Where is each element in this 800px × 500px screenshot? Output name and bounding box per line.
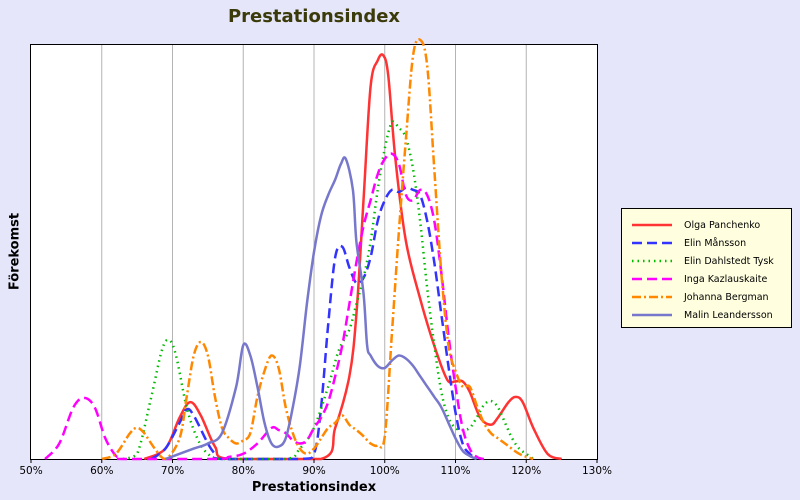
legend-label: Elin Månsson [684,237,747,249]
legend-item: Olga Panchenko [622,216,791,234]
x-axis-label: Prestationsindex [251,480,377,495]
x-tick-label: 120% [511,465,541,477]
legend-item: Malin Leandersson [622,306,791,324]
legend: Olga Panchenko Elin Månsson Elin Dahlstedt… [621,208,792,328]
series-line-4 [44,152,485,461]
legend-swatch [632,313,672,317]
x-tick-label: 110% [440,465,470,477]
legend-label: Elin Dahlstedt Tysk [684,255,774,267]
legend-swatch [632,259,672,263]
series-layer [44,37,563,461]
x-tick-label: 90% [302,465,325,477]
legend-item: Johanna Bergman [622,288,791,306]
legend-label: Inga Kazlauskaite [684,273,768,285]
tick-layer: 50% 60% 70% 80% 90% 100% 110% 120% 130% [19,459,612,477]
series-line-5 [101,37,534,461]
x-tick-label: 60% [90,465,113,477]
x-tick-label: 70% [161,465,184,477]
legend-swatch [632,241,672,245]
x-tick-label: 130% [582,465,612,477]
x-tick-label: 80% [232,465,255,477]
chart-title: Prestationsindex [227,6,401,27]
legend-label: Malin Leandersson [684,309,773,321]
legend-label: Johanna Bergman [684,291,769,303]
legend-swatch [632,277,672,281]
x-tick-label: 100% [370,465,400,477]
series-line-3 [122,120,535,461]
legend-item: Inga Kazlauskaite [622,270,791,288]
x-tick-label: 50% [19,465,42,477]
y-axis-label: Förekomst [7,212,23,291]
legend-swatch [632,223,672,227]
series-line-6 [164,156,478,461]
legend-item: Elin Dahlstedt Tysk [622,252,791,270]
legend-swatch [632,295,672,299]
legend-item: Elin Månsson [622,234,791,252]
legend-label: Olga Panchenko [684,219,761,231]
